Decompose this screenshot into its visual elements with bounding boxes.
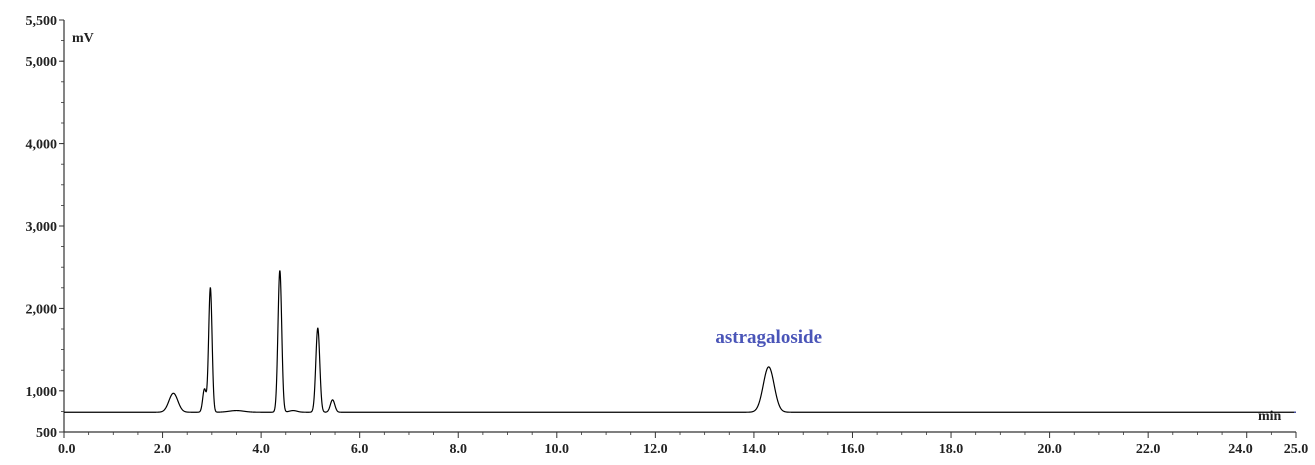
x-tick-label-2: 4.0	[252, 442, 270, 457]
y-tick-label-4: 4,000	[26, 138, 58, 153]
y-tick-label-3: 3,000	[26, 220, 58, 235]
x-tick-label-0: 0.0	[58, 442, 76, 457]
x-axis-unit-label: min	[1258, 409, 1282, 424]
x-tick-label-12: 24.0	[1228, 442, 1253, 457]
y-tick-label-5: 5,000	[26, 55, 58, 70]
chromatogram-trace	[64, 270, 1296, 413]
peak-label-0: astragaloside	[715, 327, 822, 348]
x-tick-label-8: 16.0	[840, 442, 865, 457]
peak-annotations: astragaloside	[715, 327, 822, 348]
x-tick-label-4: 8.0	[449, 442, 467, 457]
x-tick-label-5: 10.0	[545, 442, 570, 457]
x-tick-label-6: 12.0	[643, 442, 668, 457]
x-tick-label-1: 2.0	[154, 442, 172, 457]
y-tick-label-0: 500	[36, 426, 57, 441]
x-tick-label-9: 18.0	[939, 442, 964, 457]
y-tick-label-1: 1,000	[26, 385, 58, 400]
y-tick-label-2: 2,000	[26, 302, 58, 317]
x-tick-label-3: 6.0	[351, 442, 369, 457]
y-axis-unit-label: mV	[72, 31, 94, 46]
y-axis-ticks: 500 1,000 2,000 3,000 4,000 5,000 5,500	[26, 14, 64, 441]
x-tick-label-11: 22.0	[1136, 442, 1161, 457]
y-tick-label-6: 5,500	[26, 14, 58, 29]
x-tick-label-10: 20.0	[1037, 442, 1062, 457]
x-tick-label-13: 25.0	[1284, 442, 1309, 457]
x-axis-ticks: 0.0 2.0 4.0 6.0 8.0 10.0 12.0 14.0 16.0 18.0 20.0 2…	[58, 432, 1308, 457]
x-tick-label-7: 14.0	[742, 442, 767, 457]
